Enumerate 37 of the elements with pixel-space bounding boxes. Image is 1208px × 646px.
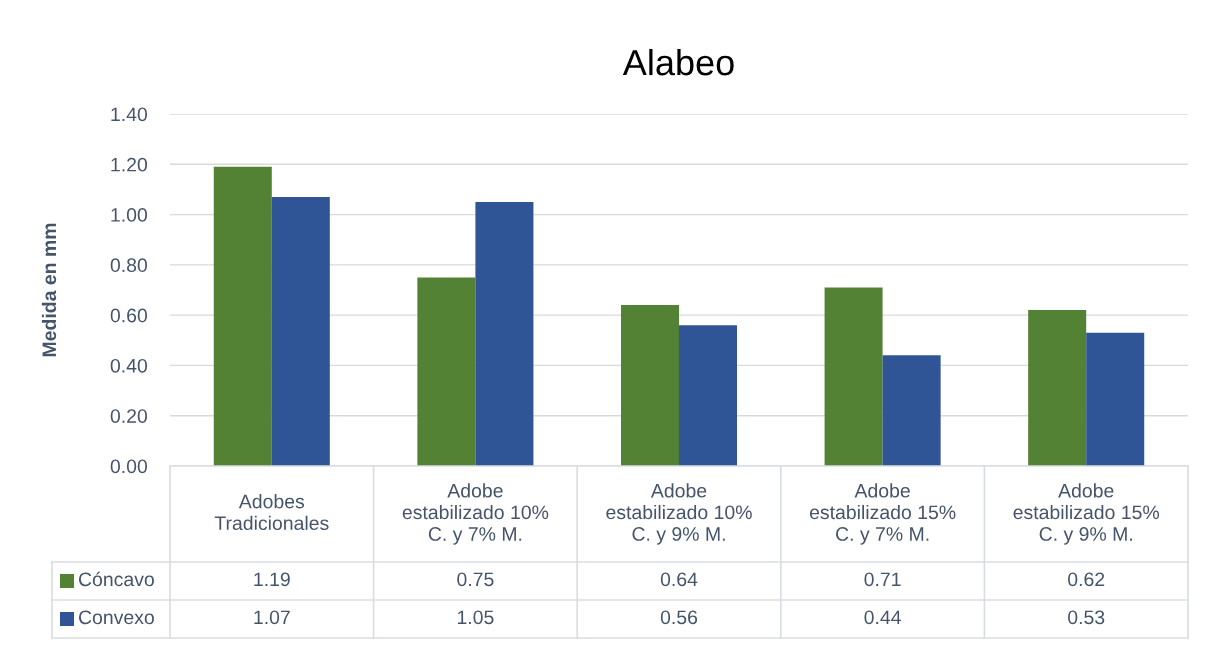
x-tick-label: Adobe estabilizado 10% C. y 7% M. [402, 483, 549, 545]
y-tick-label: 0.00 [110, 459, 148, 474]
y-tick-label: 0.80 [110, 258, 148, 273]
x-tick-label: Adobe estabilizado 15% C. y 9% M. [1013, 483, 1160, 545]
bar [679, 325, 738, 466]
data-label: 0.75 [457, 572, 494, 587]
bar [1086, 332, 1145, 466]
data-label: 0.64 [660, 572, 698, 587]
bar [1028, 310, 1087, 466]
x-tick-label: Adobe estabilizado 10% C. y 9% M. [606, 483, 752, 545]
x-tick-label: Adobe estabilizado 15% C. y 7% M. [809, 483, 956, 545]
bar [620, 305, 679, 466]
y-tick-label: 0.20 [110, 409, 148, 423]
y-tick-label: 1.20 [111, 157, 148, 172]
bar [882, 355, 941, 466]
legend-label: Cóncavo [78, 571, 154, 587]
data-label: 0.62 [1068, 572, 1105, 587]
data-label: 0.56 [660, 610, 698, 625]
bar [824, 287, 883, 466]
data-label: 0.44 [864, 610, 901, 625]
data-label: 1.19 [254, 572, 290, 587]
bar [475, 202, 534, 466]
y-axis-title: Medida en mm [41, 223, 57, 357]
data-label: 0.71 [864, 572, 901, 587]
x-tick-label: Adobes Tradicionales [214, 494, 329, 531]
y-tick-label: 0.40 [110, 358, 148, 373]
bar [271, 196, 330, 466]
data-label: 1.05 [457, 610, 494, 625]
data-label: 1.07 [254, 610, 290, 625]
y-tick-label: 1.40 [111, 107, 148, 122]
chart-title: Alabeo [622, 48, 734, 76]
bar [417, 277, 476, 466]
y-tick-label: 1.00 [111, 208, 148, 222]
bar [213, 166, 272, 466]
y-tick-label: 0.60 [110, 308, 148, 323]
legend-label: Convexo [78, 610, 154, 625]
data-label: 0.53 [1068, 610, 1105, 625]
